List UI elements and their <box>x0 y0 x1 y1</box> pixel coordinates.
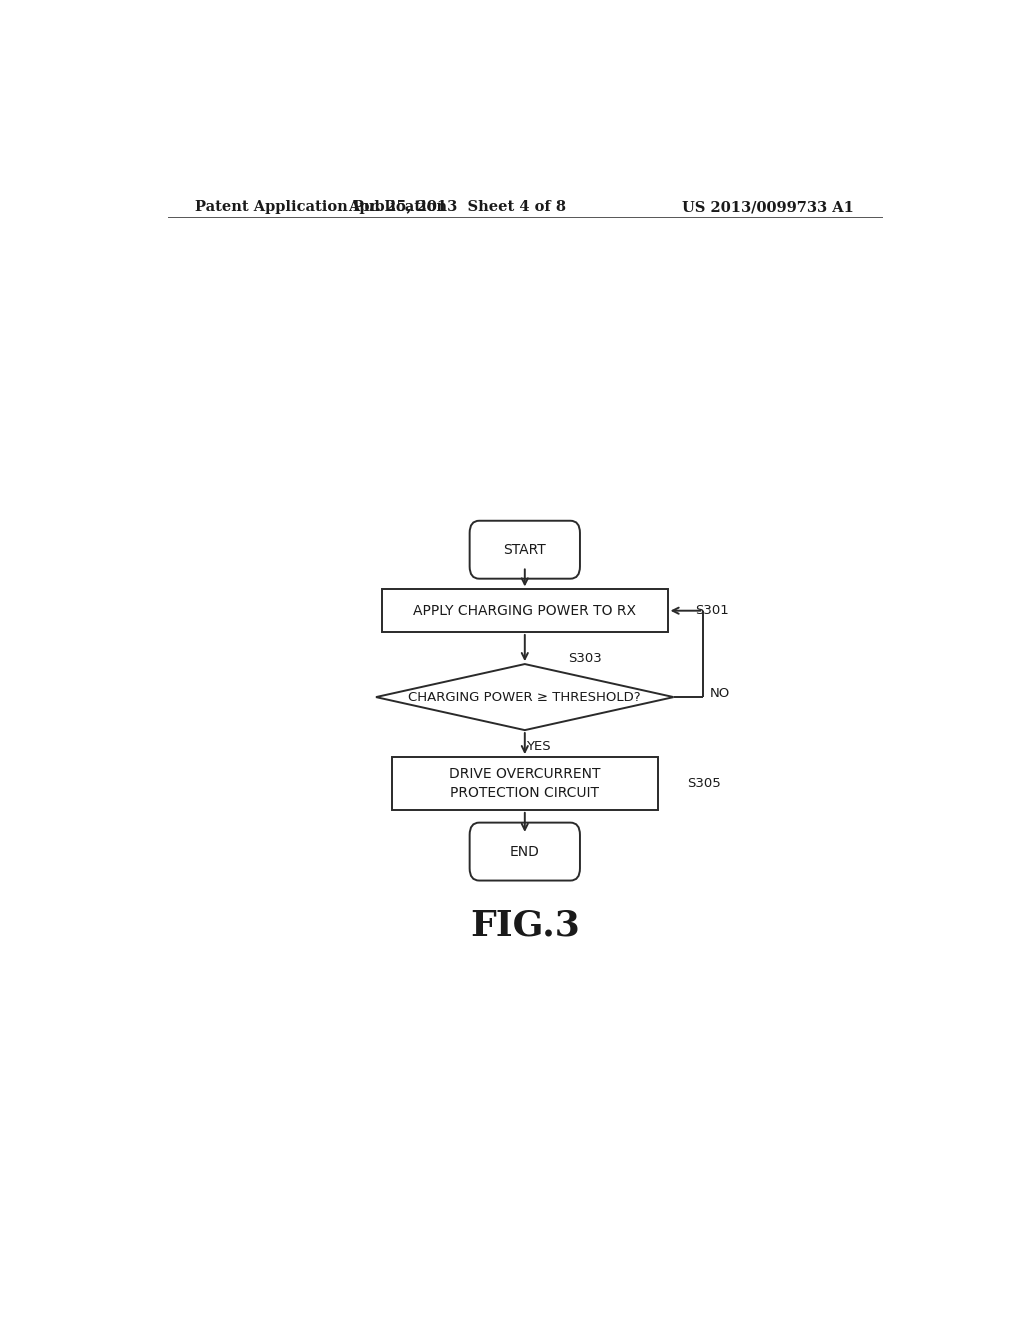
Text: S301: S301 <box>695 605 729 618</box>
Text: Apr. 25, 2013  Sheet 4 of 8: Apr. 25, 2013 Sheet 4 of 8 <box>348 201 566 214</box>
Text: YES: YES <box>526 741 551 754</box>
Text: CHARGING POWER ≥ THRESHOLD?: CHARGING POWER ≥ THRESHOLD? <box>409 690 641 704</box>
Polygon shape <box>376 664 674 730</box>
FancyBboxPatch shape <box>470 822 580 880</box>
Text: FIG.3: FIG.3 <box>470 908 580 942</box>
Text: S305: S305 <box>687 777 721 789</box>
Text: END: END <box>510 845 540 858</box>
Text: START: START <box>504 543 546 557</box>
FancyBboxPatch shape <box>470 521 580 578</box>
FancyBboxPatch shape <box>392 758 657 810</box>
FancyBboxPatch shape <box>382 589 668 632</box>
Text: NO: NO <box>710 686 730 700</box>
Text: APPLY CHARGING POWER TO RX: APPLY CHARGING POWER TO RX <box>414 603 636 618</box>
Text: Patent Application Publication: Patent Application Publication <box>196 201 447 214</box>
Text: S303: S303 <box>568 652 602 665</box>
Text: DRIVE OVERCURRENT
PROTECTION CIRCUIT: DRIVE OVERCURRENT PROTECTION CIRCUIT <box>450 767 600 800</box>
Text: US 2013/0099733 A1: US 2013/0099733 A1 <box>682 201 854 214</box>
